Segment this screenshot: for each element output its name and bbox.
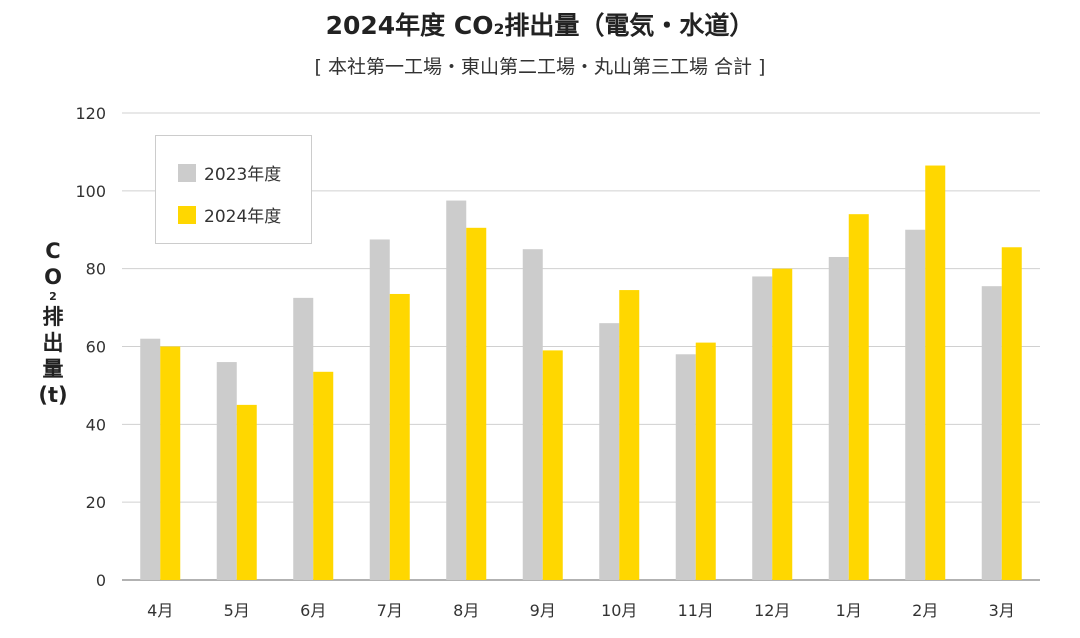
legend-swatch-2023 bbox=[178, 163, 196, 182]
bar-2024-12月 bbox=[772, 268, 793, 580]
y-tick-label: 80 bbox=[86, 260, 106, 279]
x-tick-label: 4月 bbox=[147, 601, 173, 620]
y-label-sub: 2 bbox=[49, 290, 57, 303]
x-tick-label: 8月 bbox=[453, 601, 479, 620]
y-label-3: 量 bbox=[42, 357, 64, 381]
y-tick-label: 120 bbox=[75, 104, 106, 123]
y-label-2: 出 bbox=[42, 331, 64, 355]
bar-2023-6月 bbox=[293, 297, 314, 580]
bar-2024-6月 bbox=[313, 371, 334, 580]
bar-2024-4月 bbox=[160, 346, 181, 580]
y-tick-label: 40 bbox=[86, 415, 106, 434]
x-tick-label: 3月 bbox=[989, 601, 1015, 620]
bar-2023-7月 bbox=[369, 239, 390, 580]
bar-2024-10月 bbox=[619, 290, 640, 580]
x-tick-label: 2月 bbox=[912, 601, 938, 620]
y-axis-label: C O 2 排 出 量 (t) bbox=[36, 238, 70, 408]
chart-subtitle: [ 本社第一工場・東山第二工場・丸山第三工場 合計 ] bbox=[314, 56, 766, 78]
y-label-o: O bbox=[44, 265, 62, 289]
legend-item-2024: 2024年度 bbox=[178, 202, 281, 227]
y-label-1: 排 bbox=[42, 305, 64, 329]
bar-2023-5月 bbox=[216, 362, 237, 580]
x-tick-label: 7月 bbox=[377, 601, 403, 620]
y-label-4: (t) bbox=[38, 383, 68, 407]
y-label-c: C bbox=[45, 239, 61, 263]
bar-2023-1月 bbox=[828, 256, 849, 580]
bar-2024-11月 bbox=[695, 342, 716, 580]
bar-2023-11月 bbox=[675, 354, 696, 580]
bar-2024-1月 bbox=[848, 214, 869, 580]
bar-2023-8月 bbox=[446, 200, 467, 580]
bar-2023-3月 bbox=[981, 286, 1002, 580]
y-tick-label: 0 bbox=[96, 571, 106, 590]
x-tick-label: 12月 bbox=[754, 601, 790, 620]
legend-item-2023: 2023年度 bbox=[178, 160, 281, 185]
x-tick-label: 9月 bbox=[530, 601, 556, 620]
x-tick-label: 10月 bbox=[601, 601, 637, 620]
legend-label-2024: 2024年度 bbox=[204, 207, 282, 227]
bar-2023-10月 bbox=[599, 323, 620, 580]
x-tick-label: 6月 bbox=[300, 601, 326, 620]
x-tick-label: 11月 bbox=[678, 601, 714, 620]
x-tick-label: 5月 bbox=[224, 601, 250, 620]
y-tick-label: 60 bbox=[86, 338, 106, 357]
chart-title: 2024年度 CO₂排出量（電気・水道） bbox=[325, 11, 755, 40]
bar-2024-5月 bbox=[236, 404, 257, 580]
y-tick-label: 100 bbox=[75, 182, 106, 201]
bar-2024-7月 bbox=[389, 293, 410, 580]
legend-swatch-2024 bbox=[178, 205, 196, 224]
y-tick-label: 20 bbox=[86, 493, 106, 512]
bar-2024-2月 bbox=[925, 165, 946, 580]
bar-2023-2月 bbox=[905, 229, 926, 580]
bar-2023-4月 bbox=[140, 338, 161, 580]
bar-2023-12月 bbox=[752, 276, 773, 580]
bar-2024-8月 bbox=[466, 227, 487, 580]
legend: 2023年度 2024年度 bbox=[155, 135, 312, 244]
bar-2023-9月 bbox=[522, 249, 543, 581]
bar-2024-3月 bbox=[1001, 247, 1022, 580]
x-tick-label: 1月 bbox=[836, 601, 862, 620]
bar-2024-9月 bbox=[542, 350, 563, 580]
legend-label-2023: 2023年度 bbox=[204, 165, 282, 185]
